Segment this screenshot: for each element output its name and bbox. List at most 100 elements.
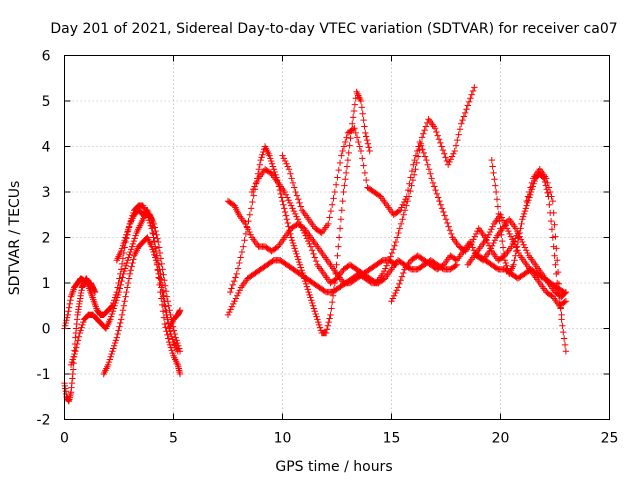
data-point-track-o [562,348,570,355]
y-axis-label: SDTVAR / TECUs [7,181,23,296]
data-point-track-e [125,223,133,230]
data-point-track-h [303,283,311,290]
data-point-track-e [150,234,157,241]
data-point-track-c [77,327,84,334]
data-point-track-g [232,295,240,302]
data-point-track-i [291,210,299,218]
data-point-track-d [117,316,125,323]
data-point-track-c [126,251,133,258]
data-point-track-i [396,225,403,232]
data-point-track-h [246,211,253,218]
data-point-track-n [499,237,506,245]
data-point-track-j [448,230,455,238]
data-point-track-j [423,156,430,164]
data-point-track-h [329,298,336,306]
data-point-track-k [397,277,404,284]
data-point-track-c [124,257,131,264]
data-point-track-j [357,147,365,155]
data-point-track-h [250,192,257,199]
data-point-track-i [303,235,311,242]
data-point-track-k [490,239,497,247]
data-point-track-l [505,227,512,235]
x-tick-label: 25 [601,431,619,447]
y-tick-label: 0 [42,322,51,338]
data-point-track-l [502,222,509,229]
data-point-track-i [456,126,464,133]
data-point-track-c [76,329,83,337]
data-point-track-i [380,267,388,275]
data-point-track-c [160,271,167,279]
data-point-track-m [559,287,566,295]
data-point-track-c [156,249,164,257]
data-point-track-b [66,300,73,308]
data-point-track-c [107,313,115,320]
data-point-track-d [121,298,128,305]
data-point-track-n [520,210,528,218]
data-point-track-h [311,308,318,315]
data-point-track-n [488,156,495,164]
data-point-track-h [307,294,314,301]
data-point-track-d [126,270,134,278]
data-point-track-i [388,249,396,257]
data-point-track-b [166,341,174,349]
data-point-track-o [552,233,559,240]
data-point-track-h [364,140,372,147]
data-point-track-h [347,135,354,142]
data-point-track-h [349,120,356,127]
data-point-track-e [145,217,153,224]
data-point-track-g [226,308,233,316]
data-point-track-e [154,257,162,264]
data-point-track-h [288,237,296,244]
data-point-track-c [129,240,137,248]
data-point-track-j [471,233,478,240]
data-point-track-j [338,152,345,159]
data-point-track-i [308,247,316,254]
data-point-track-i [451,147,458,155]
data-point-track-o [551,221,558,228]
data-point-track-o [527,184,534,191]
data-point-track-j [294,196,302,203]
data-point-track-h [286,227,293,234]
data-point-track-d [122,293,129,300]
data-point-track-g [230,300,237,308]
data-point-track-n [497,225,504,232]
data-point-track-l [501,219,508,227]
data-point-track-j [445,223,452,230]
data-point-track-i [392,238,400,246]
data-point-track-j [353,134,361,141]
data-point-track-e [160,292,168,299]
data-point-track-b [176,370,184,378]
data-point-track-n [492,182,499,189]
data-point-track-d [107,353,114,360]
data-point-track-g [224,311,232,319]
data-point-track-i [441,150,448,157]
data-point-track-e [129,212,136,219]
data-point-track-e [157,270,164,278]
data-point-track-o [561,341,569,349]
data-point-track-i [311,254,318,261]
data-point-track-i [410,171,418,178]
data-point-track-j [403,193,410,200]
data-point-track-n [490,169,497,177]
data-point-track-n [548,226,556,233]
data-point-track-e [159,287,167,294]
data-point-track-c [112,299,119,307]
data-point-track-h [361,123,368,130]
data-point-track-i [464,102,471,109]
data-point-track-c [120,270,127,278]
data-point-track-c [170,327,178,334]
data-point-track-d [129,259,136,267]
data-point-track-h [238,248,246,256]
data-point-track-b [164,331,171,339]
data-point-track-i [438,143,445,150]
data-point-track-d [115,327,122,334]
data-point-track-n [512,247,520,255]
data-point-track-l [507,233,515,240]
data-point-track-e [144,211,151,218]
data-point-track-j [359,155,366,162]
data-point-track-f [247,231,254,238]
data-point-track-k [520,241,527,248]
data-point-track-i [455,131,462,138]
data-point-track-e [158,281,166,289]
data-point-track-n [498,231,505,238]
